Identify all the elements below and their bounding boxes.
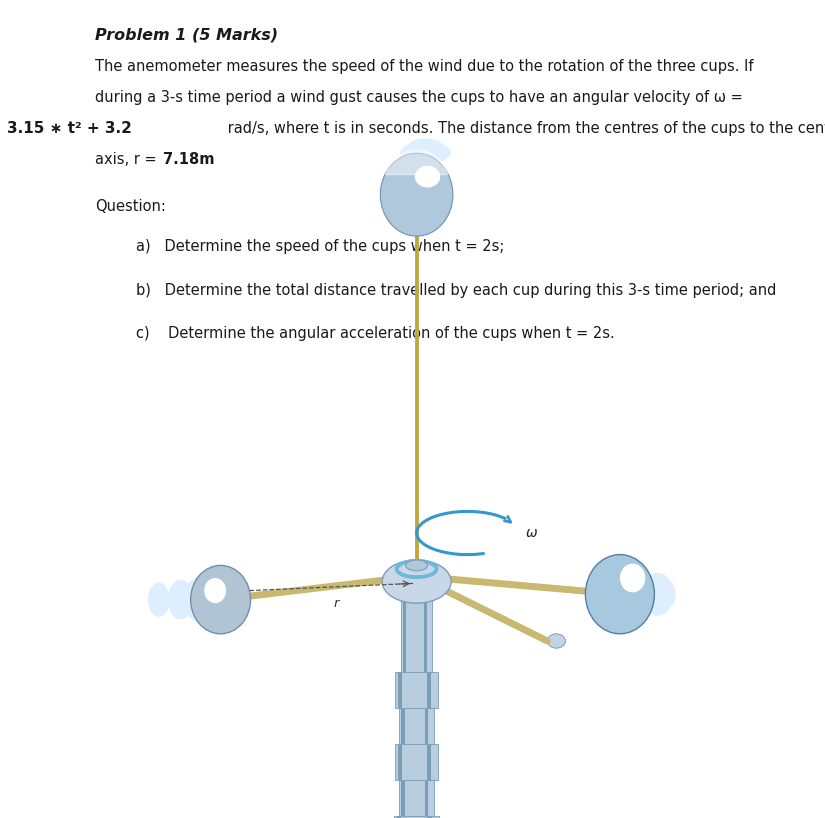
Text: a)   Determine the speed of the cups when t = 2s;: a) Determine the speed of the cups when … [136,239,505,254]
Text: 3.15 ∗ t² + 3.2: 3.15 ∗ t² + 3.2 [7,121,131,136]
Bar [398,744,402,780]
Ellipse shape [405,141,446,159]
Text: Question:: Question: [95,199,166,213]
Bar [427,816,431,818]
Text: r: r [334,596,340,609]
Ellipse shape [148,582,170,617]
Bar [425,780,428,816]
Ellipse shape [184,578,214,622]
Bar [401,780,405,816]
Bar [397,816,402,818]
Ellipse shape [206,581,224,600]
Bar [424,573,427,672]
Bar [395,672,438,708]
Ellipse shape [205,578,226,603]
Ellipse shape [586,555,654,634]
Bar [401,573,432,672]
Ellipse shape [547,634,565,648]
Text: c)    Determine the angular acceleration of the cups when t = 2s.: c) Determine the angular acceleration of… [136,326,615,341]
Text: axis, r =: axis, r = [95,152,161,167]
Bar [425,708,428,744]
Text: Problem 1 (5 Marks): Problem 1 (5 Marks) [95,28,278,43]
Text: 7.18m: 7.18m [163,152,214,167]
Ellipse shape [644,573,672,616]
Bar [395,744,438,780]
Bar [394,816,439,818]
Ellipse shape [191,565,251,634]
Bar [427,744,431,780]
Ellipse shape [168,580,193,619]
Text: b)   Determine the total distance travelled by each cup during this 3-s time per: b) Determine the total distance travelle… [136,283,776,298]
Ellipse shape [382,560,451,603]
Text: The anemometer measures the speed of the wind due to the rotation of the three c: The anemometer measures the speed of the… [95,59,753,74]
Ellipse shape [409,138,442,153]
Ellipse shape [415,166,441,187]
Text: during a 3-s time period a wind gust causes the cups to have an angular velocity: during a 3-s time period a wind gust cau… [95,90,742,105]
Bar [427,672,431,708]
Bar [399,780,434,816]
Polygon shape [385,150,448,174]
Text: rad/s, where t is in seconds. The distance from the centres of the cups to the c: rad/s, where t is in seconds. The distan… [223,121,825,136]
Bar [398,672,402,708]
Ellipse shape [380,153,453,236]
Ellipse shape [406,560,427,571]
Bar [403,573,406,672]
Text: ω: ω [526,526,537,540]
Bar [401,708,405,744]
Ellipse shape [658,580,676,609]
Ellipse shape [650,576,673,612]
Ellipse shape [400,142,451,164]
Bar [399,708,434,744]
Ellipse shape [620,564,645,592]
Ellipse shape [196,574,228,625]
